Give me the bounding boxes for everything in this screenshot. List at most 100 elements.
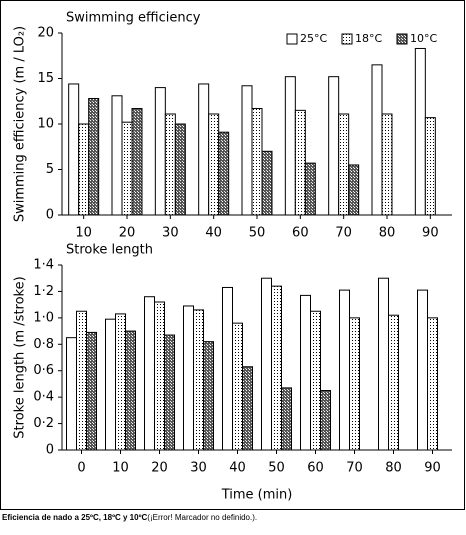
caption-bold: Eficiencia de nado a 25ºC, 18ºC y 10ºC	[2, 513, 148, 522]
bar	[86, 331, 97, 451]
bar	[164, 334, 175, 451]
x-tick-label: 30	[190, 461, 207, 476]
bar	[284, 76, 296, 216]
bar	[131, 108, 143, 216]
bar	[271, 285, 282, 451]
caption: Eficiencia de nado a 25ºC, 18ºC y 10ºC(¡…	[2, 513, 257, 522]
legend-label: 25°C	[300, 32, 327, 45]
bar	[304, 162, 316, 216]
bar	[251, 108, 263, 216]
legend-swatch	[286, 33, 298, 45]
bar	[378, 277, 389, 451]
y-tick-label: 0·4	[33, 390, 54, 405]
bar	[198, 83, 210, 216]
bar	[222, 286, 233, 451]
bar	[232, 322, 243, 451]
y-tick-label: 0·8	[33, 337, 54, 352]
x-tick-label: 40	[229, 461, 246, 476]
bar	[66, 337, 77, 451]
y-axis-label: Stroke length (m /stroke)	[13, 276, 28, 438]
legend-label: 10°C	[410, 32, 437, 45]
bar	[261, 150, 273, 216]
bar	[348, 164, 360, 216]
bar	[349, 317, 360, 451]
y-tick-label: 1·4	[33, 258, 54, 273]
bar	[121, 121, 133, 216]
bar	[203, 341, 214, 451]
bar	[310, 310, 321, 451]
caption-rest: (¡Error! Marcador no definido.).	[147, 513, 258, 522]
bar	[111, 95, 123, 216]
x-tick-label: 90	[422, 226, 439, 241]
x-tick-label: 90	[424, 461, 441, 476]
x-tick-label: 0	[77, 461, 85, 476]
x-tick-label: 10	[112, 461, 129, 476]
bar	[105, 318, 116, 451]
bar	[76, 310, 87, 451]
bar	[208, 113, 220, 216]
bar	[183, 305, 194, 451]
x-tick-label: 20	[119, 226, 136, 241]
bar	[381, 113, 393, 216]
x-tick-label: 60	[307, 461, 324, 476]
x-tick-label: 80	[385, 461, 402, 476]
y-tick-label: 1·2	[33, 284, 54, 299]
legend-label: 18°C	[355, 32, 382, 45]
bar	[88, 98, 100, 216]
bar	[320, 390, 331, 451]
bar	[164, 113, 176, 216]
y-tick-label: 10	[37, 117, 54, 132]
bar	[417, 289, 428, 451]
x-tick-label: 20	[151, 461, 168, 476]
bar	[125, 330, 136, 451]
bar	[242, 366, 253, 451]
bar	[174, 123, 186, 216]
bar	[328, 76, 340, 216]
chart-title: Stroke length	[66, 243, 153, 258]
x-tick-label: 70	[335, 226, 352, 241]
bar	[427, 317, 438, 451]
bar	[414, 47, 426, 216]
bar	[154, 301, 165, 451]
y-tick-label: 1·0	[33, 310, 54, 325]
x-tick-label: 40	[205, 226, 222, 241]
y-tick-label: 0	[46, 208, 54, 223]
bar	[281, 387, 292, 451]
bar	[424, 117, 436, 216]
bar	[154, 87, 166, 216]
x-tick-label: 70	[346, 461, 363, 476]
y-tick-label: 0·6	[33, 363, 54, 378]
bar	[294, 109, 306, 216]
y-tick-label: 15	[37, 71, 54, 86]
legend-swatch	[396, 33, 408, 45]
y-tick-label: 0	[46, 443, 54, 458]
x-tick-label: 50	[268, 461, 285, 476]
bar	[338, 113, 350, 216]
y-tick-label: 20	[37, 26, 54, 41]
x-tick-label: 80	[379, 226, 396, 241]
y-tick-label: 0·2	[33, 416, 54, 431]
legend-swatch	[341, 33, 353, 45]
y-tick-label: 5	[46, 162, 54, 177]
x-tick-label: 60	[292, 226, 309, 241]
bar	[261, 277, 272, 451]
bar	[218, 131, 230, 216]
x-tick-label: 50	[249, 226, 266, 241]
x-tick-label: 30	[162, 226, 179, 241]
bar	[144, 296, 155, 451]
bar	[371, 64, 383, 216]
bar	[115, 313, 126, 451]
x-axis-label: Time (min)	[221, 488, 293, 503]
bar	[388, 314, 399, 451]
bar	[193, 309, 204, 451]
frame	[0, 0, 465, 510]
y-axis-label: Swimming efficiency (m / LO₂)	[13, 26, 28, 222]
chart-title: Swimming efficiency	[66, 11, 201, 26]
bar	[68, 83, 80, 216]
bar	[300, 294, 311, 451]
x-tick-label: 10	[75, 226, 92, 241]
bar	[241, 85, 253, 216]
bar	[78, 123, 90, 216]
bar	[339, 289, 350, 451]
